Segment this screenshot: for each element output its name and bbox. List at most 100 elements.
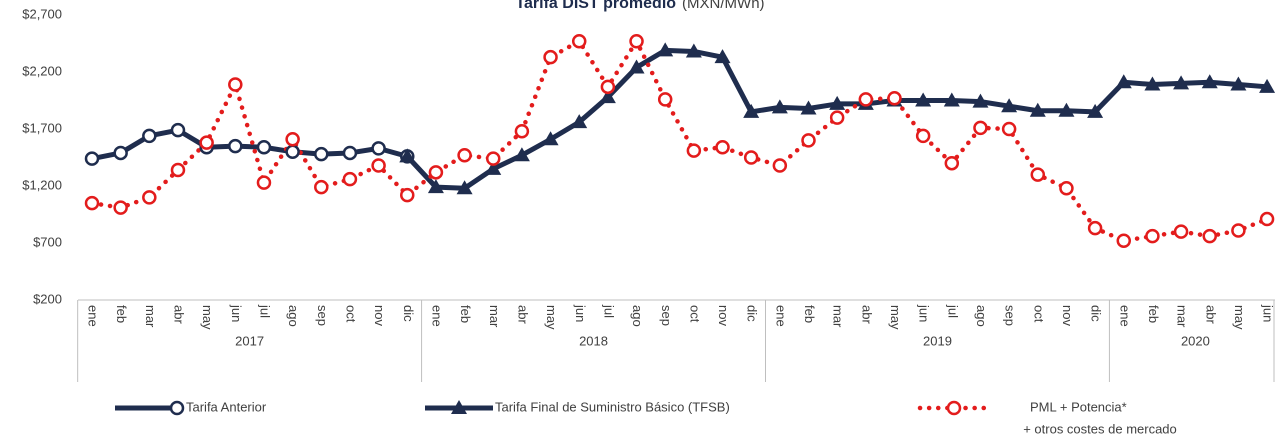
x-tick-label: ene bbox=[86, 305, 101, 327]
x-tick-label: abr bbox=[515, 305, 530, 324]
marker bbox=[600, 79, 616, 95]
marker bbox=[743, 103, 760, 118]
y-tick-label: $700 bbox=[33, 234, 62, 249]
marker bbox=[285, 132, 300, 147]
x-tick-label: may bbox=[1232, 305, 1247, 330]
marker bbox=[199, 135, 214, 150]
marker bbox=[170, 162, 186, 178]
marker bbox=[228, 77, 243, 92]
x-tick-label: oct bbox=[344, 305, 359, 323]
marker bbox=[686, 143, 702, 158]
marker bbox=[371, 158, 386, 173]
marker bbox=[1173, 75, 1190, 90]
x-tick-label: jun bbox=[573, 304, 588, 322]
x-tick-label: ene bbox=[773, 305, 788, 327]
x-tick-label: nov bbox=[372, 305, 387, 326]
legend-label: Tarifa Anterior bbox=[186, 399, 267, 414]
marker bbox=[84, 195, 100, 211]
marker bbox=[485, 151, 501, 166]
x-tick-label: jul bbox=[258, 304, 273, 318]
marker bbox=[400, 187, 415, 203]
marker bbox=[685, 43, 702, 58]
marker bbox=[1230, 76, 1247, 91]
x-tick-label: sep bbox=[659, 305, 674, 326]
marker bbox=[1116, 233, 1132, 248]
x-tick-label: ene bbox=[1117, 305, 1132, 327]
marker bbox=[1058, 102, 1075, 117]
x-tick-label: sep bbox=[315, 305, 330, 326]
marker bbox=[657, 92, 673, 107]
x-group-label: 2018 bbox=[579, 333, 608, 348]
marker bbox=[1201, 74, 1218, 89]
marker bbox=[972, 93, 989, 108]
x-tick-label: jun bbox=[917, 304, 932, 322]
x-tick-label: mar bbox=[831, 305, 846, 328]
marker bbox=[858, 92, 874, 107]
x-group-label: 2020 bbox=[1181, 333, 1210, 348]
marker bbox=[542, 131, 559, 146]
marker bbox=[1259, 211, 1275, 227]
marker bbox=[629, 33, 644, 49]
x-tick-label: sep bbox=[1003, 305, 1018, 326]
marker bbox=[84, 151, 100, 166]
marker bbox=[1029, 102, 1046, 117]
legend-label: PML + Potencia* bbox=[1030, 399, 1127, 414]
marker bbox=[1030, 167, 1046, 182]
marker bbox=[514, 124, 530, 139]
marker bbox=[285, 144, 300, 160]
x-tick-label: jun bbox=[1261, 304, 1275, 322]
marker bbox=[142, 190, 157, 205]
marker bbox=[113, 145, 128, 161]
x-group-label: 2019 bbox=[923, 333, 952, 348]
x-tick-label: dic bbox=[745, 305, 760, 322]
marker bbox=[314, 179, 329, 195]
marker bbox=[887, 90, 902, 106]
marker bbox=[1173, 224, 1189, 239]
legend-marker bbox=[946, 400, 962, 416]
marker bbox=[314, 146, 329, 162]
y-tick-label: $2,200 bbox=[22, 63, 62, 78]
x-tick-label: feb bbox=[114, 305, 129, 323]
y-tick-label: $1,200 bbox=[22, 177, 62, 192]
x-tick-label: may bbox=[544, 305, 559, 330]
marker bbox=[485, 160, 502, 175]
chart-title: Tarifa DIST promedio bbox=[515, 0, 676, 12]
marker bbox=[1087, 103, 1104, 118]
chart-title-group: Tarifa DIST promedio (MXN/MWh) bbox=[515, 0, 764, 12]
marker bbox=[1259, 78, 1275, 93]
marker bbox=[342, 145, 358, 161]
marker bbox=[1202, 228, 1217, 244]
x-tick-label: dic bbox=[1089, 305, 1104, 322]
marker bbox=[800, 100, 817, 115]
marker bbox=[428, 165, 444, 180]
marker bbox=[571, 33, 587, 49]
marker bbox=[371, 141, 386, 156]
x-tick-label: feb bbox=[802, 305, 817, 323]
chart-subtitle: (MXN/MWh) bbox=[682, 0, 765, 12]
x-tick-label: abr bbox=[859, 305, 874, 324]
marker bbox=[399, 148, 416, 163]
series-line bbox=[89, 36, 1270, 244]
x-tick-label: nov bbox=[716, 305, 731, 326]
marker bbox=[714, 49, 731, 64]
x-tick-label: ago bbox=[974, 305, 989, 327]
marker bbox=[599, 89, 616, 104]
x-tick-label: may bbox=[200, 305, 215, 330]
marker bbox=[456, 180, 473, 195]
y-tick-label: $200 bbox=[33, 291, 62, 306]
marker bbox=[457, 147, 472, 163]
x-tick-label: mar bbox=[1175, 305, 1190, 328]
x-tick-label: feb bbox=[458, 305, 473, 323]
marker bbox=[513, 147, 530, 162]
x-tick-label: jul bbox=[945, 304, 960, 318]
x-tick-label: jun bbox=[229, 304, 244, 322]
x-tick-label: ago bbox=[630, 305, 645, 327]
x-tick-label: nov bbox=[1060, 305, 1075, 326]
marker bbox=[943, 92, 960, 107]
marker bbox=[801, 133, 816, 148]
marker bbox=[228, 138, 243, 154]
marker bbox=[628, 59, 645, 74]
marker bbox=[829, 95, 846, 110]
marker bbox=[1059, 181, 1074, 196]
